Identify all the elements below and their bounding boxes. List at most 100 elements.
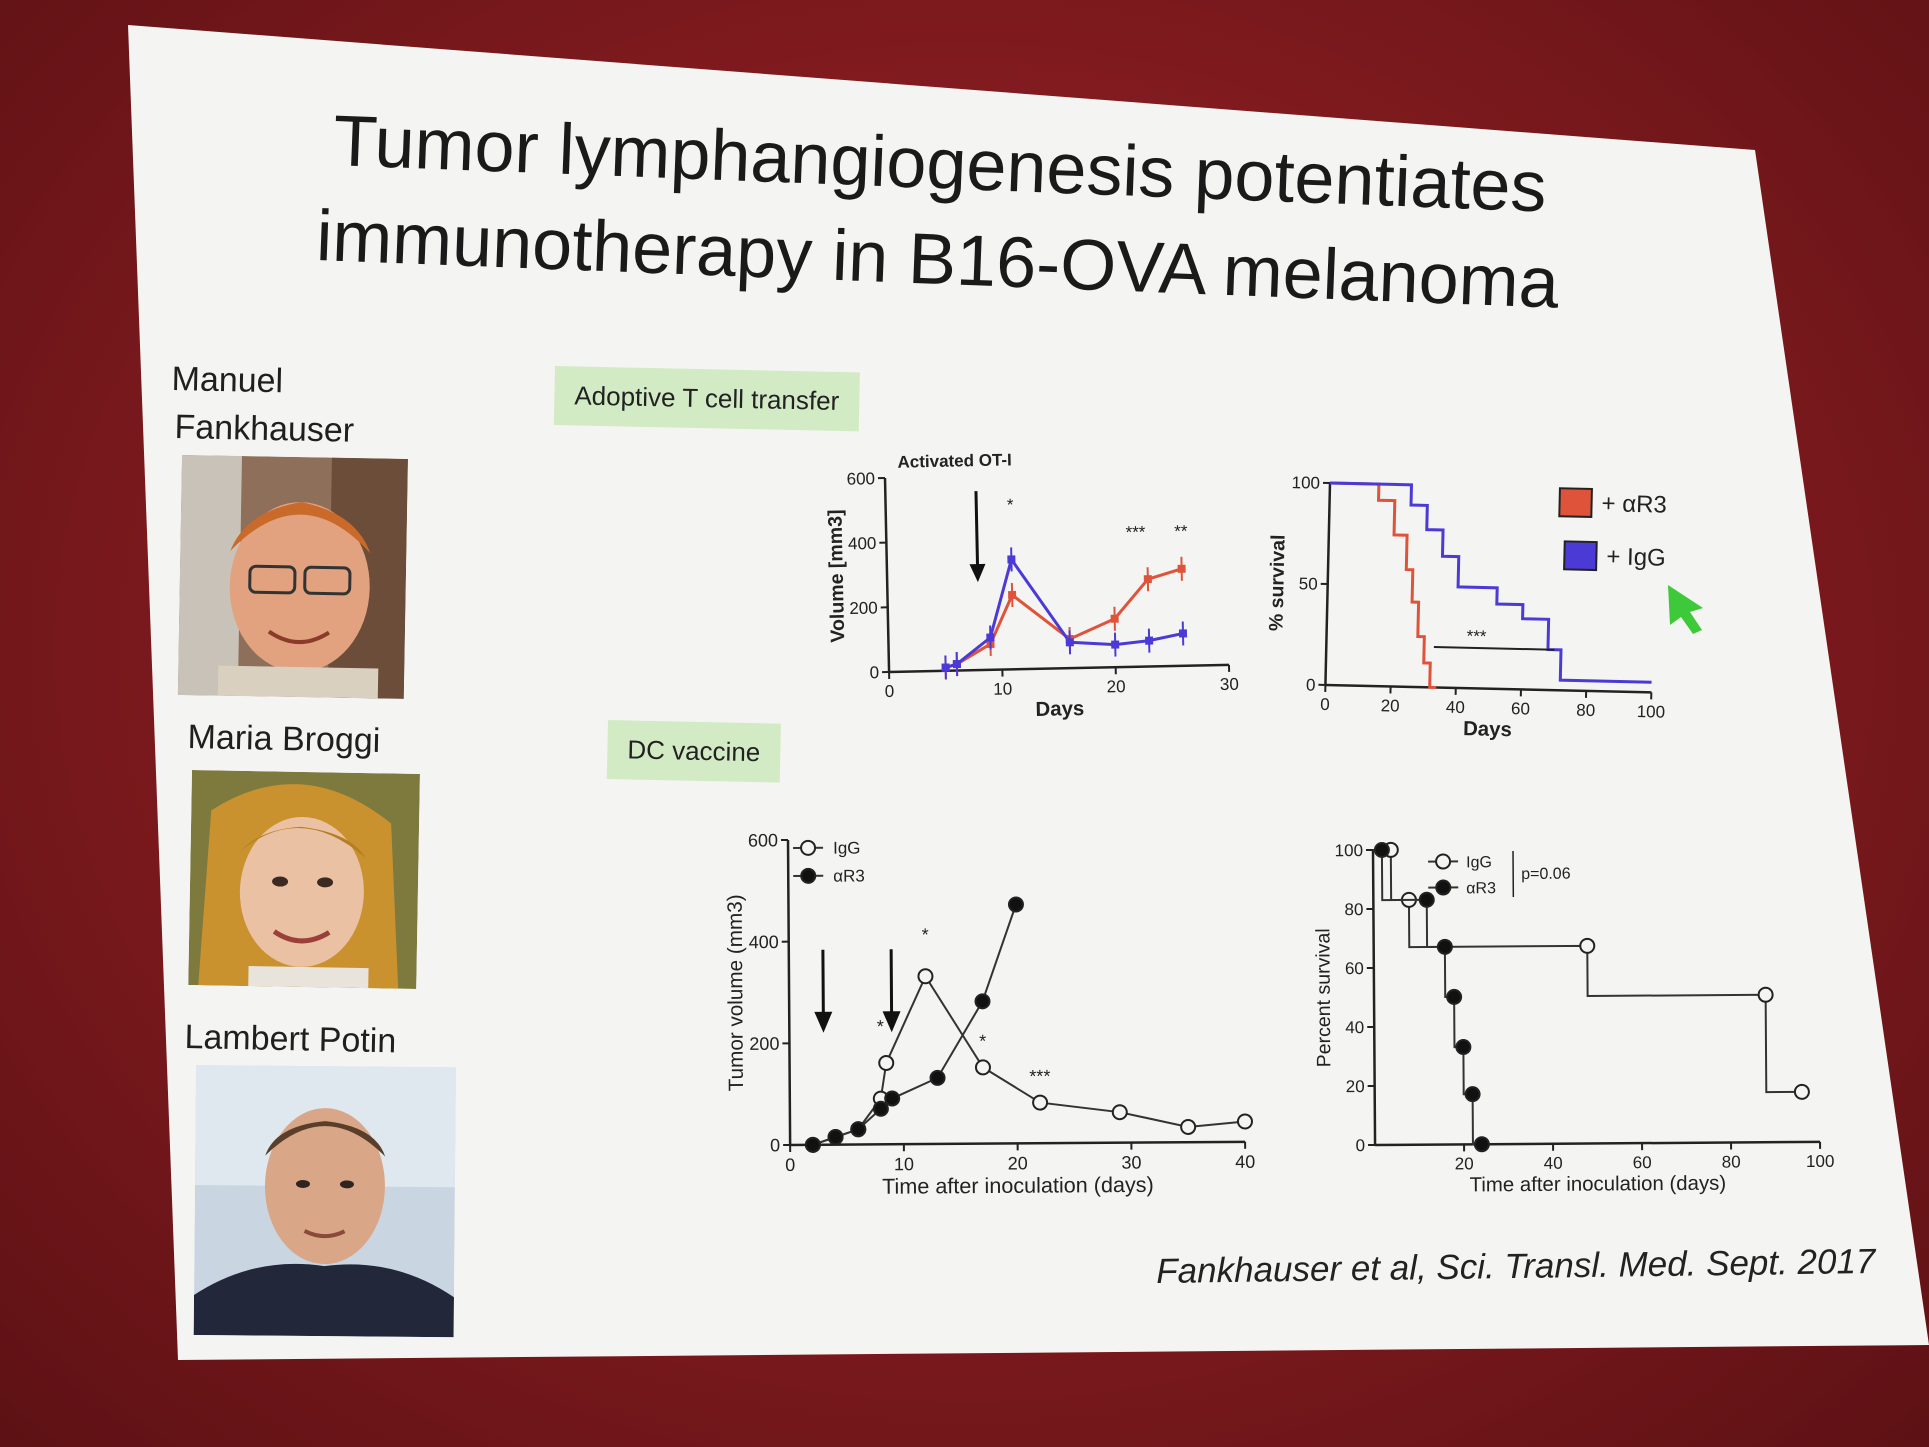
x-tick-label: 0 xyxy=(885,682,895,701)
legend-marker-ar3 xyxy=(800,867,817,884)
legend-label-igg: + IgG xyxy=(1606,543,1666,571)
x-axis-label: Time after inoculation (days) xyxy=(882,1172,1154,1199)
tumor-series-1-point xyxy=(1007,896,1024,913)
y-tick-label: 0 xyxy=(1356,1136,1366,1155)
tumor-series-0-line xyxy=(812,974,1246,1146)
x-tick-label: 60 xyxy=(1511,699,1530,718)
survival-dc-series-1-point xyxy=(1473,1136,1490,1153)
x-tick-label: 40 xyxy=(1235,1152,1255,1172)
y-axis-line xyxy=(786,839,792,1146)
significance-mark: * xyxy=(877,1017,884,1037)
tumor-series-1-point xyxy=(850,1121,867,1138)
y-tick-label: 0 xyxy=(1306,675,1316,694)
chart-1-volume: 0 10 20 30 0 200 400 600 Days Volume [mm3] Activat… xyxy=(824,450,1239,721)
survival-dc-series-0-point xyxy=(1793,1083,1810,1100)
series-1-errorbar xyxy=(955,652,959,677)
series-1-errorbar xyxy=(1147,628,1151,653)
series-0-errorbar xyxy=(1180,556,1183,581)
tumor-series-1-point xyxy=(827,1129,844,1146)
annotation-activated-ot-i: Activated OT-I xyxy=(897,450,1012,471)
x-tick-label: 40 xyxy=(1446,698,1465,717)
y-axis-label: % survival xyxy=(1265,534,1289,631)
x-axis-label: Time after inoculation (days) xyxy=(1470,1173,1727,1197)
series-0-errorbar xyxy=(1113,606,1116,631)
legend-marker-igg xyxy=(800,839,817,856)
x-tick-label: 30 xyxy=(1220,675,1239,694)
y-tick-label: 100 xyxy=(1335,841,1364,860)
series-0-errorbar xyxy=(1010,582,1014,608)
survival-dc-series-0-line xyxy=(1372,848,1802,1094)
y-axis-label: Volume [mm3] xyxy=(824,509,849,643)
y-tick-label: 400 xyxy=(749,932,779,952)
author-3-photo xyxy=(193,1065,456,1338)
survival-dc-series-1-point xyxy=(1446,988,1463,1005)
series-1-errorbar xyxy=(1113,632,1117,657)
y-axis-label: Tumor volume (mm3) xyxy=(724,894,748,1091)
arrow-head xyxy=(969,563,986,583)
tumor-series-0-point xyxy=(1236,1113,1253,1130)
y-tick-label: 600 xyxy=(748,830,778,850)
survival-dc-series-1-point xyxy=(1436,938,1453,955)
x-tick-label: 80 xyxy=(1576,701,1595,720)
tumor-series-1-point xyxy=(872,1100,889,1117)
tumor-series-0-point xyxy=(917,968,934,985)
legend-swatch-ar3 xyxy=(1558,487,1593,518)
x-tick-label: 100 xyxy=(1806,1152,1835,1171)
author-1-photo xyxy=(177,455,408,699)
legend-label-ar3: αR3 xyxy=(1466,880,1496,897)
significance-mark: *** xyxy=(1029,1066,1050,1086)
x-tick-label: 60 xyxy=(1633,1153,1652,1172)
x-axis-line xyxy=(889,663,1230,674)
series-1-errorbar xyxy=(1068,630,1072,655)
x-tick-label: 0 xyxy=(1320,695,1330,714)
tumor-series-1-point xyxy=(929,1069,946,1086)
survival-series-0-line xyxy=(1329,481,1437,689)
tumor-series-0-point xyxy=(1180,1118,1197,1135)
tumor-series-1-point xyxy=(884,1090,901,1107)
survival-dc-series-1-point xyxy=(1418,891,1435,908)
series-1-line xyxy=(945,555,1184,669)
legend-marker-igg xyxy=(1435,853,1452,870)
tumor-legend: IgG αR3 xyxy=(793,838,865,886)
x-tick-label: 20 xyxy=(1380,696,1399,715)
tumor-series-0-point xyxy=(1111,1104,1128,1121)
y-tick-label: 200 xyxy=(749,1034,779,1054)
legend-marker-ar3 xyxy=(1435,879,1452,896)
y-axis-line xyxy=(1371,849,1377,1146)
survival-dc-series-0-point xyxy=(1757,986,1774,1003)
arrow-shaft xyxy=(974,491,980,572)
vaccine-arrow-head xyxy=(814,1011,833,1033)
x-tick-label: 10 xyxy=(894,1154,914,1174)
legend-label-igg: IgG xyxy=(833,838,861,857)
x-axis-line xyxy=(1325,683,1652,694)
x-tick-label: 20 xyxy=(1008,1153,1028,1173)
significance-mark: * xyxy=(922,925,929,945)
significance-mark: ** xyxy=(1174,522,1188,541)
survival-dc-series-1-point xyxy=(1373,841,1390,858)
y-tick-label: 20 xyxy=(1346,1077,1365,1096)
y-axis-label: Percent survival xyxy=(1312,928,1335,1067)
legend-label-ar3: + αR3 xyxy=(1601,490,1667,518)
x-axis-label: Days xyxy=(1035,698,1084,721)
p-value-label: p=0.06 xyxy=(1521,866,1571,883)
author-2-photo xyxy=(188,770,420,989)
x-tick-label: 10 xyxy=(993,679,1012,698)
tumor-series-1-line xyxy=(812,904,1017,1146)
x-tick-label: 80 xyxy=(1722,1152,1741,1171)
x-tick-label: 0 xyxy=(785,1155,795,1175)
legend-swatch-igg xyxy=(1563,540,1598,572)
legend-label-igg: IgG xyxy=(1466,854,1492,871)
vaccine-arrow-head xyxy=(882,1011,901,1033)
y-tick-label: 50 xyxy=(1299,574,1318,593)
y-tick-label: 100 xyxy=(1291,473,1320,493)
y-axis-line xyxy=(883,477,891,672)
series-1-errorbar xyxy=(989,625,992,650)
significance-mark: *** xyxy=(1125,523,1146,542)
survival-dc-series-1-point xyxy=(1464,1086,1481,1103)
tumor-series-1-point xyxy=(804,1136,821,1153)
mouse-pointer-icon xyxy=(1668,585,1703,634)
x-axis-line xyxy=(1375,1140,1821,1147)
series-1-errorbar xyxy=(944,655,947,680)
